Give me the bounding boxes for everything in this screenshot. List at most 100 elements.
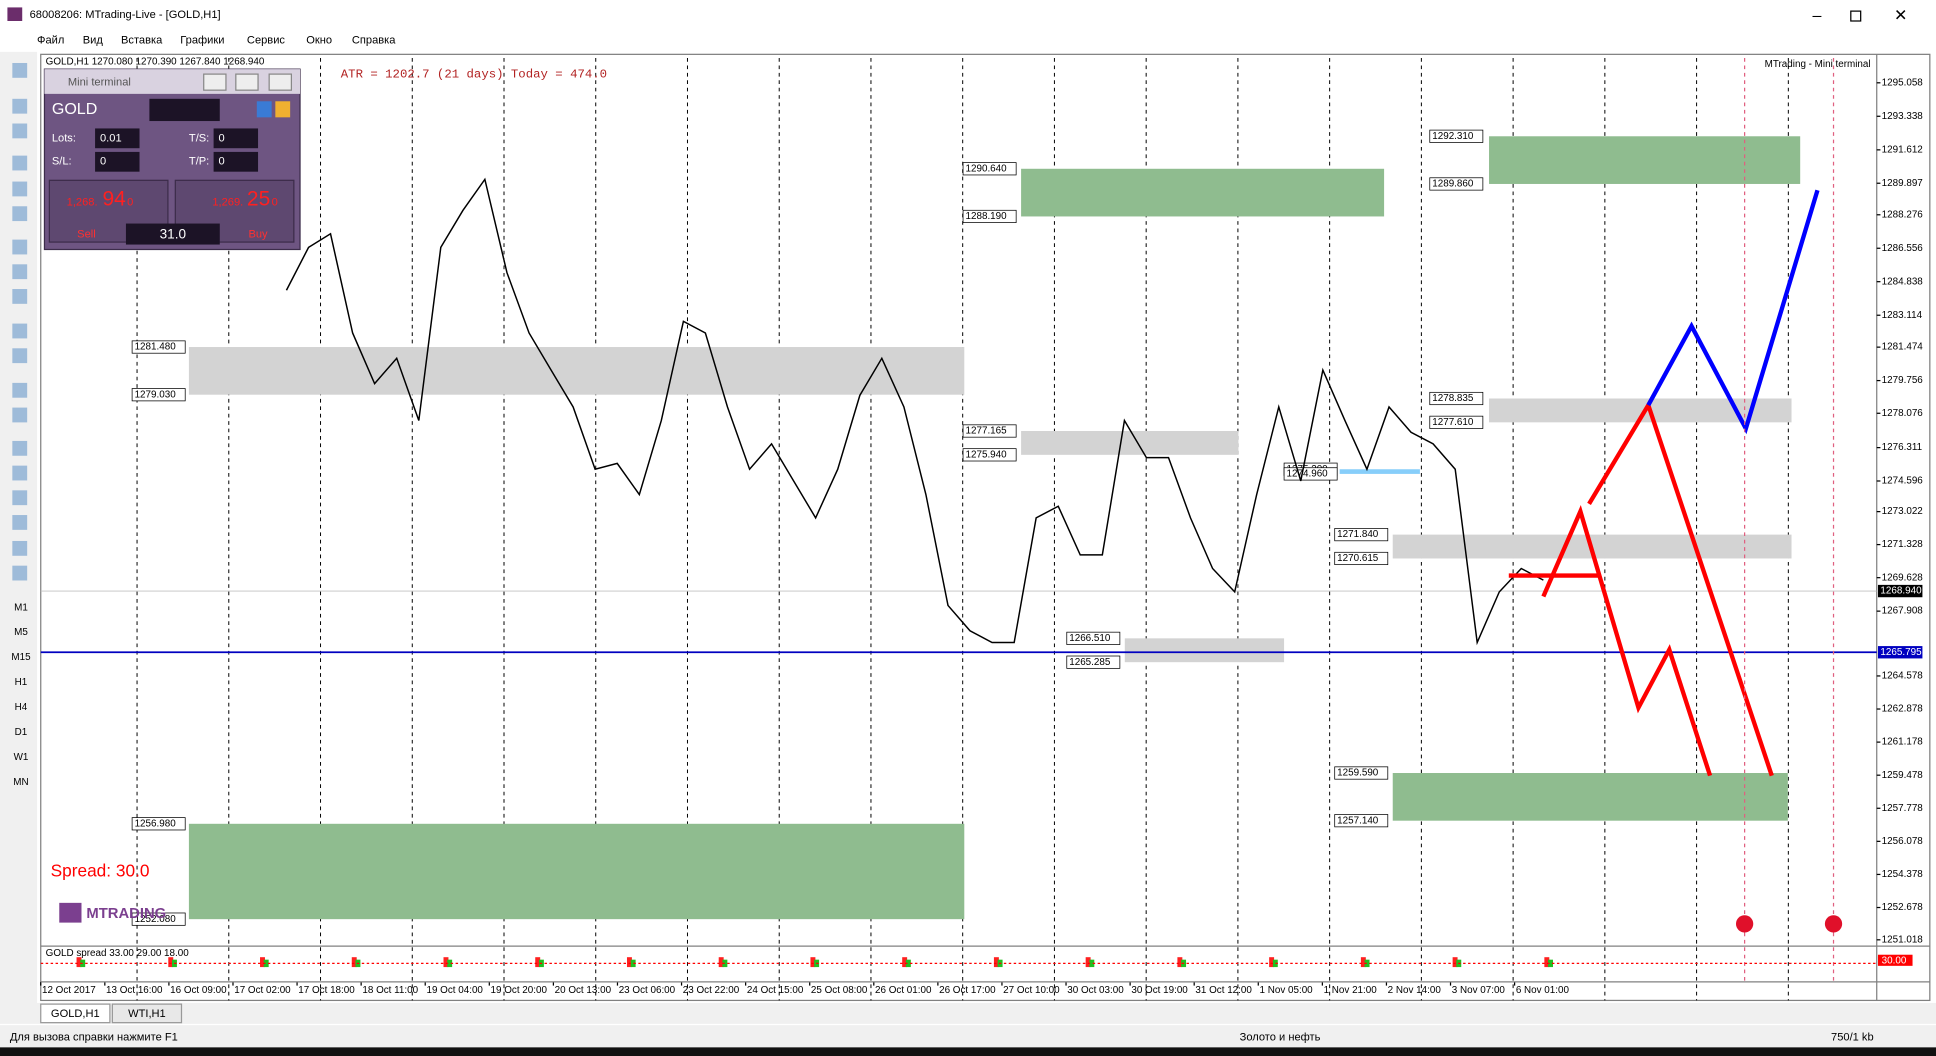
tool-icon[interactable]	[12, 62, 28, 78]
timeframe-button[interactable]: M15	[11, 652, 31, 663]
mini-maximize[interactable]	[235, 73, 259, 91]
indicator-value-box	[1877, 954, 1913, 966]
left-toolbar	[0, 51, 38, 1023]
spread-bar	[1272, 959, 1278, 968]
price-zone	[188, 823, 965, 920]
current-price-label: 1268.940	[1880, 586, 1922, 597]
timeframe-button[interactable]: D1	[15, 727, 28, 738]
spread-value: 31.0	[160, 226, 187, 241]
x-tick-label: 1 Nov 05:00	[1260, 985, 1314, 996]
menu-item[interactable]: Вид	[83, 35, 104, 47]
y-tick-label: 1274.596	[1882, 476, 1924, 487]
tool-icon[interactable]	[12, 264, 28, 280]
atr-label: ATR = 1202.7 (21 days) Today = 474.0	[341, 67, 607, 81]
spread-bar	[905, 959, 911, 968]
spread-bar	[902, 957, 908, 968]
y-tick-label: 1251.018	[1882, 934, 1924, 945]
zone-label: 1281.480	[135, 342, 177, 353]
x-tick-label: 17 Oct 18:00	[298, 985, 355, 996]
mini-minimize[interactable]	[203, 73, 227, 91]
maximize-button[interactable]	[1850, 10, 1862, 22]
tab[interactable]	[40, 1003, 111, 1024]
timeframe-button[interactable]: M5	[14, 627, 28, 638]
settings-button[interactable]	[256, 101, 272, 118]
spread-bar	[626, 957, 632, 968]
spread-bar	[1085, 957, 1091, 968]
spread-bar	[351, 957, 357, 968]
zone-label-box	[1429, 391, 1484, 406]
timeframe-button[interactable]: W1	[14, 752, 29, 763]
tool-icon[interactable]	[12, 440, 28, 456]
mini-terminal-title: Mini terminal	[68, 77, 131, 89]
x-tick-label: 2 Nov 14:00	[1388, 985, 1442, 996]
lots-label: Lots:	[52, 132, 76, 144]
y-tick-label: 1269.628	[1882, 572, 1924, 583]
x-tick-label: 16 Oct 09:00	[170, 985, 227, 996]
zone-label-box	[1429, 177, 1484, 191]
tool-icon[interactable]	[12, 323, 28, 339]
zone-label: 1288.190	[966, 211, 1008, 222]
zone-label: 1277.610	[1432, 417, 1474, 428]
tool-icon[interactable]	[12, 382, 28, 398]
alert-icon[interactable]	[1824, 915, 1843, 933]
tool-icon[interactable]	[12, 348, 28, 364]
menu-item[interactable]: Графики	[180, 35, 224, 47]
alert-icon[interactable]	[1735, 915, 1754, 933]
tool-icon[interactable]	[12, 181, 28, 197]
spread-bar	[1177, 957, 1183, 968]
ts-input[interactable]	[213, 128, 259, 149]
zone-label-box	[1334, 551, 1389, 566]
window-title: 68008206: MTrading-Live - [GOLD,H1]	[30, 9, 221, 21]
tab[interactable]	[111, 1003, 183, 1024]
tp-input[interactable]	[213, 151, 259, 172]
x-tick-label: 23 Oct 22:00	[683, 985, 740, 996]
zone-label: 1277.165	[966, 426, 1008, 437]
y-tick-label: 1271.328	[1882, 539, 1924, 550]
menu-item[interactable]: Сервис	[247, 35, 285, 47]
y-tick-label: 1284.838	[1882, 276, 1924, 287]
x-tick-label: 1 Nov 21:00	[1324, 985, 1378, 996]
close-button[interactable]: ✕	[1894, 6, 1907, 24]
y-tick-label: 1256.078	[1882, 836, 1924, 847]
tool-icon[interactable]	[12, 239, 28, 255]
spread-bar	[630, 959, 636, 968]
x-tick-label: 3 Nov 07:00	[1452, 985, 1506, 996]
minimize-button[interactable]: –	[1813, 6, 1822, 24]
y-tick-label: 1289.897	[1882, 178, 1923, 189]
y-tick-label: 1262.878	[1882, 704, 1924, 715]
tool-icon[interactable]	[12, 123, 28, 139]
x-tick-label: 13 Oct 16:00	[106, 985, 163, 996]
current-price-box	[1877, 584, 1923, 598]
x-tick-label: 17 Oct 02:00	[234, 985, 291, 996]
timeframe-button[interactable]: M1	[14, 602, 28, 613]
projection-line	[1541, 505, 1713, 777]
zone-label-box	[1334, 814, 1389, 828]
x-tick-label: 27 Oct 10:00	[1003, 985, 1060, 996]
menu-item[interactable]: Окно	[306, 35, 332, 47]
indicator-label: GOLD spread 33.00 29.00 18.00	[46, 948, 190, 959]
menu-item[interactable]: Вставка	[121, 35, 163, 47]
menu-item[interactable]: Справка	[352, 35, 396, 47]
menu: Файл Вид Вставка Графики Сервис Окно Справка	[37, 35, 396, 47]
tool-icon[interactable]	[12, 98, 28, 114]
tool-icon[interactable]	[12, 155, 28, 171]
tool-icon[interactable]	[12, 540, 28, 556]
tool-icon[interactable]	[12, 407, 28, 423]
lots-input[interactable]	[95, 128, 140, 149]
timeframe-button[interactable]: H4	[15, 702, 28, 713]
chart: 1295.058 1293.338 1291.612 1289.897 1288.276…	[40, 54, 1924, 1001]
sl-input[interactable]	[95, 151, 140, 172]
timeframe-button[interactable]: H1	[15, 677, 28, 688]
options-button[interactable]	[275, 101, 291, 118]
spread-bar	[722, 959, 728, 968]
tool-icon[interactable]	[12, 289, 28, 304]
tool-icon[interactable]	[12, 515, 28, 530]
menu-item[interactable]: Файл	[37, 35, 64, 47]
timeframe-button[interactable]: MN	[13, 777, 28, 788]
tool-icon[interactable]	[12, 490, 28, 506]
mini-close[interactable]	[268, 73, 293, 91]
tool-icon[interactable]	[12, 465, 28, 481]
symbol-box[interactable]	[149, 98, 220, 122]
tool-icon[interactable]	[12, 206, 28, 222]
tool-icon[interactable]	[12, 565, 28, 581]
